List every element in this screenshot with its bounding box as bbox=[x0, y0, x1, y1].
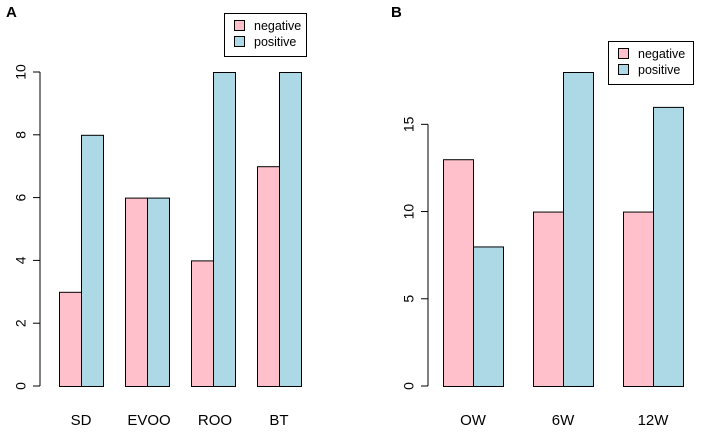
legend-label-positive: positive bbox=[254, 35, 296, 49]
bar-negative-evoo bbox=[125, 197, 148, 387]
category-label: SD bbox=[71, 412, 92, 429]
bar-negative-roo bbox=[191, 260, 214, 387]
legend-swatch-positive bbox=[234, 36, 245, 47]
category-label: BT bbox=[269, 412, 288, 429]
y-tick-label: 15 bbox=[401, 116, 417, 132]
category-label: EVOO bbox=[127, 412, 170, 429]
bar-negative-sd bbox=[59, 291, 82, 387]
bar-positive-6w bbox=[563, 72, 594, 387]
legend-label-negative: negative bbox=[638, 47, 685, 61]
y-tick-label: 4 bbox=[13, 256, 29, 264]
panel-letter: B bbox=[391, 4, 402, 21]
y-tick-label: 10 bbox=[13, 64, 29, 80]
legend-swatch-negative bbox=[234, 20, 245, 31]
category-label: 6W bbox=[552, 412, 575, 429]
y-tick-label: 10 bbox=[401, 204, 417, 220]
bar-positive-bt bbox=[279, 72, 302, 387]
legend-label-positive: positive bbox=[638, 63, 680, 77]
panel-a-bar-chart: A 0 2 4 6 8 10 SD EVOO ROO BT negative positive bbox=[6, 4, 307, 429]
bar-negative-6w bbox=[533, 211, 564, 387]
bar-negative-ow bbox=[443, 159, 474, 387]
bar-positive-12w bbox=[653, 106, 684, 387]
y-tick-label: 6 bbox=[13, 193, 29, 201]
legend-box bbox=[224, 13, 307, 57]
y-tick-label: 0 bbox=[401, 382, 417, 390]
bar-positive-evoo bbox=[147, 197, 170, 387]
panel-letter: A bbox=[6, 4, 17, 21]
y-tick-label: 8 bbox=[13, 131, 29, 139]
bar-positive-sd bbox=[81, 134, 104, 387]
y-tick-label: 0 bbox=[13, 382, 29, 390]
y-tick-label: 2 bbox=[13, 319, 29, 327]
category-label: ROO bbox=[198, 412, 232, 429]
panel-b-bar-chart: B 0 5 10 15 OW 6W 12W negative positive bbox=[391, 4, 694, 429]
category-label: OW bbox=[460, 412, 487, 429]
y-tick-label: 5 bbox=[401, 295, 417, 303]
legend-label-negative: negative bbox=[254, 19, 301, 33]
bar-positive-ow bbox=[473, 246, 504, 387]
legend-swatch-positive bbox=[618, 64, 629, 75]
legend-swatch-negative bbox=[618, 48, 629, 59]
category-label: 12W bbox=[638, 412, 670, 429]
bar-negative-12w bbox=[623, 211, 654, 387]
bar-negative-bt bbox=[257, 166, 280, 387]
bar-positive-roo bbox=[213, 72, 236, 387]
